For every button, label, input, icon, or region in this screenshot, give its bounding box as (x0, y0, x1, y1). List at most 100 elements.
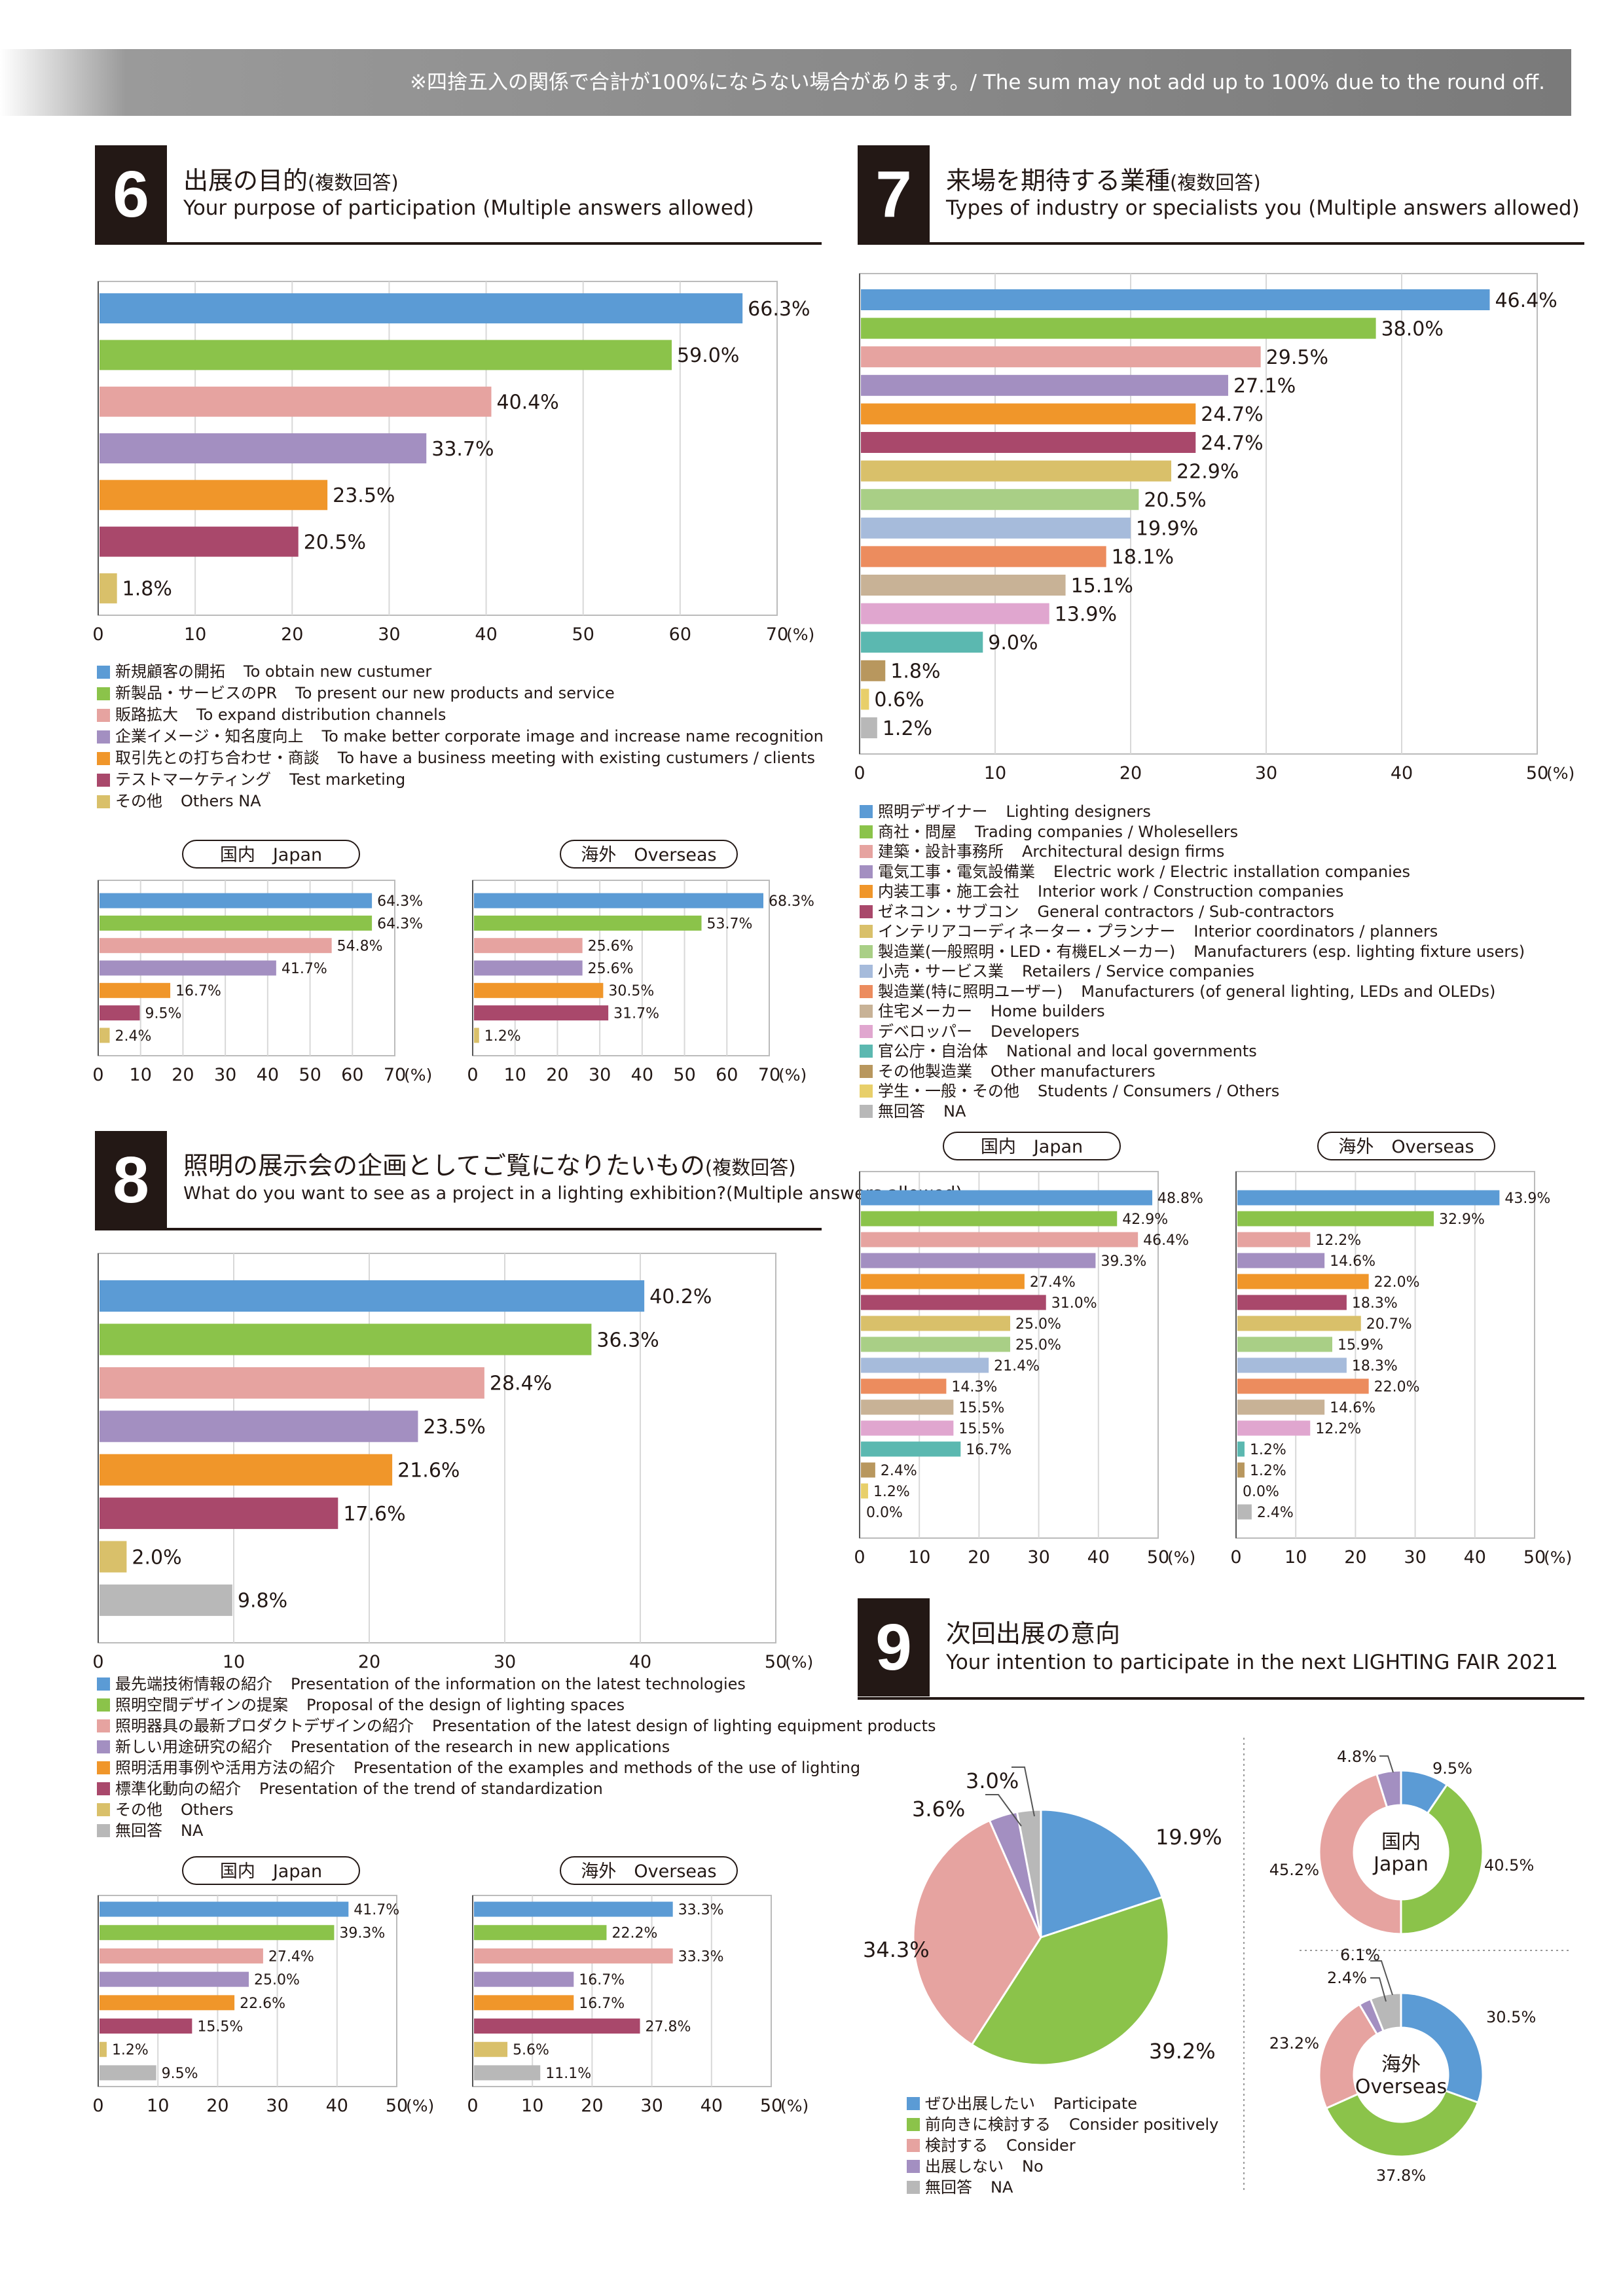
s8-japan-bar-value-label: 25.0% (254, 1972, 300, 1988)
s9-legend-swatch (907, 2118, 920, 2131)
s8-overseas-bar (474, 1995, 574, 2011)
s6-japan-bar-value-label: 64.3% (377, 916, 423, 932)
s7-legend-item: 住宅メーカー Home builders (860, 1001, 1525, 1022)
s7-overseas-frame (1235, 1171, 1535, 1539)
s8-overseas-bar-value-label: 5.6% (513, 2042, 549, 2058)
s8-main-bar (100, 1498, 338, 1530)
s7-main-bar-value-label: 19.9% (1136, 518, 1198, 541)
s7-overseas-tick-label: 50 (1523, 1547, 1546, 1568)
s7-japan-bar-value-label: 25.0% (1015, 1316, 1061, 1333)
s6-japan-bar-value-label: 16.7% (175, 983, 221, 999)
s7-legend-swatch (860, 805, 873, 819)
s7-legend-swatch (860, 1085, 873, 1098)
s8-overseas-bar (474, 2065, 541, 2081)
s7-main-tick-label: 0 (854, 763, 865, 783)
s8-japan-bar-value-label: 22.6% (240, 1996, 285, 2012)
s8-main-bar (100, 1541, 127, 1573)
s7-legend-item: 商社・問屋 Trading companies / Wholesellers (860, 822, 1525, 842)
s7-legend-label-en: Retailers / Service companies (1022, 962, 1254, 980)
s7-overseas-bar-value-label: 15.9% (1338, 1337, 1383, 1354)
s6-legend-item: 新製品・サービスのPR To present our new products a… (97, 683, 824, 704)
s7-japan-tick-label: 20 (968, 1547, 990, 1568)
s9-legend-label-jp: 前向きに検討する (925, 2115, 1051, 2134)
s7-overseas-bar-value-label: 12.2% (1315, 1421, 1361, 1437)
s8-legend-label-jp: 照明器具の最新プロダクトデザインの紹介 (115, 1717, 414, 1735)
s7-japan-bar (861, 1316, 1010, 1331)
s6-japan-bar-value-label: 41.7% (282, 961, 327, 977)
s9-legend-label-jp: 無回答 (925, 2178, 972, 2197)
s7-main-bar-value-label: 22.9% (1176, 460, 1239, 483)
s8-legend-label-en: Others (181, 1801, 234, 1819)
s7-japan-bar-value-label: 46.4% (1143, 1232, 1189, 1249)
s7-overseas-bar-value-label: 14.6% (1330, 1253, 1375, 1270)
s8-legend-swatch (97, 1761, 110, 1774)
s7-legend-swatch (860, 885, 873, 899)
s8-overseas-tick-label: 50 (760, 2096, 782, 2116)
s9-legend-label-en: Consider positively (1069, 2115, 1219, 2134)
s9-leader-line (1011, 1767, 1035, 1817)
s6-japan-bar (100, 893, 373, 908)
s9-legend-item: ぜひ出展したい Participate (907, 2093, 1218, 2114)
s6-japan-bar-value-label: 9.5% (145, 1006, 181, 1022)
s6-overseas-bar (474, 1028, 479, 1043)
s8-japan-tick-label: 0 (92, 2096, 103, 2116)
s6-overseas-bar-value-label: 30.5% (608, 983, 654, 999)
s6-main-bar (100, 526, 299, 557)
s7-overseas-bar (1237, 1357, 1347, 1373)
s8-main-bar-value-label: 2.0% (132, 1546, 181, 1569)
s7-legend-label-jp: 小売・サービス業 (878, 962, 1004, 980)
s9-legend-label-en: Participate (1053, 2094, 1138, 2113)
s7-overseas-bar (1237, 1441, 1245, 1457)
s6-main-tick-label: 50 (572, 624, 594, 645)
s6-legend-item: 取引先との打ち合わせ・商談 To have a business meeting … (97, 747, 824, 769)
s6-legend-item: テストマーケティング Test marketing (97, 769, 824, 791)
s7-legend-item: ゼネコン・サブコン General contractors / Sub-contr… (860, 902, 1525, 922)
s6-legend-label-jp: テストマーケティング (115, 770, 272, 789)
s9-legend-item: 出展しない No (907, 2156, 1218, 2177)
s7-legend-swatch (860, 825, 873, 838)
s6-legend-label-jp: 新規顧客の開拓 (115, 662, 225, 681)
s8-overseas-tick-label: 30 (640, 2096, 663, 2116)
s8-main-bar-value-label: 36.3% (596, 1329, 659, 1352)
s7-japan-bar-value-label: 0.0% (866, 1505, 903, 1521)
s7-legend-item: 照明デザイナー Lighting designers (860, 802, 1525, 822)
s8-overseas-bar-value-label: 11.1% (545, 2066, 591, 2082)
s7-overseas-tick-label: 40 (1464, 1547, 1486, 1568)
s7-overseas-bar-value-label: 20.7% (1366, 1316, 1412, 1333)
section-7-rule (858, 242, 1584, 245)
s8-legend-swatch (97, 1677, 110, 1691)
s9-overseas-slice (1369, 1992, 1402, 2033)
s6-main-tick-label: 30 (378, 624, 400, 645)
s7-legend-item: 官公庁・自治体 National and local governments (860, 1041, 1525, 1062)
s8-legend-swatch (97, 1719, 110, 1732)
s7-main-bar (861, 660, 886, 681)
s7-japan-bar-value-label: 21.4% (994, 1358, 1040, 1374)
s6-japan-tick-label: 0 (92, 1065, 103, 1085)
s8-legend-label-en: Presentation of the research in new appl… (291, 1738, 670, 1756)
s6-main-bar (100, 293, 743, 324)
section-8-title-text: 照明の展示会の企画としてご覧になりたいもの (183, 1151, 705, 1180)
s7-legend-swatch (860, 944, 873, 958)
s8-japan-bar-value-label: 27.4% (268, 1948, 314, 1965)
s8-legend-swatch (97, 1698, 110, 1712)
s8-japan-bar-value-label: 41.7% (354, 1902, 399, 1918)
s9-overseas-slice (1324, 2089, 1480, 2158)
s8-japan-unit-label: (%) (406, 2096, 434, 2115)
s7-legend-swatch (860, 925, 873, 939)
s7-overseas-bar (1237, 1336, 1333, 1352)
s7-legend-label-jp: 電気工事・電気設備業 (878, 862, 1035, 881)
s7-japan-tick-label: 0 (854, 1547, 865, 1568)
s6-main-chart: 0 10 20 30 40 50 60 70(%) 66.3% 59.0% 40.4% 33.7% 23… (92, 281, 814, 645)
s8-legend-label-jp: 照明活用事例や活用方法の紹介 (115, 1759, 335, 1777)
s7-main-chart: 0 10 20 30 40 50(%) 46.4% 38.0% 29.5% 27.1% 24.7% 2… (854, 273, 1575, 783)
s7-legend-label-en: Home builders (991, 1002, 1105, 1020)
s7-japan-tick-label: 10 (908, 1547, 930, 1568)
s6-japan-bar (100, 915, 373, 931)
s7-japan-bar-value-label: 31.0% (1051, 1295, 1097, 1312)
s7-main-bar-value-label: 24.7% (1201, 432, 1263, 455)
s8-japan-bar-value-label: 1.2% (112, 2042, 149, 2058)
s6-main-bar-value-label: 33.7% (431, 438, 494, 461)
s7-main-tick-label: 50 (1526, 763, 1548, 783)
s9-all-slice (912, 1819, 1042, 2047)
